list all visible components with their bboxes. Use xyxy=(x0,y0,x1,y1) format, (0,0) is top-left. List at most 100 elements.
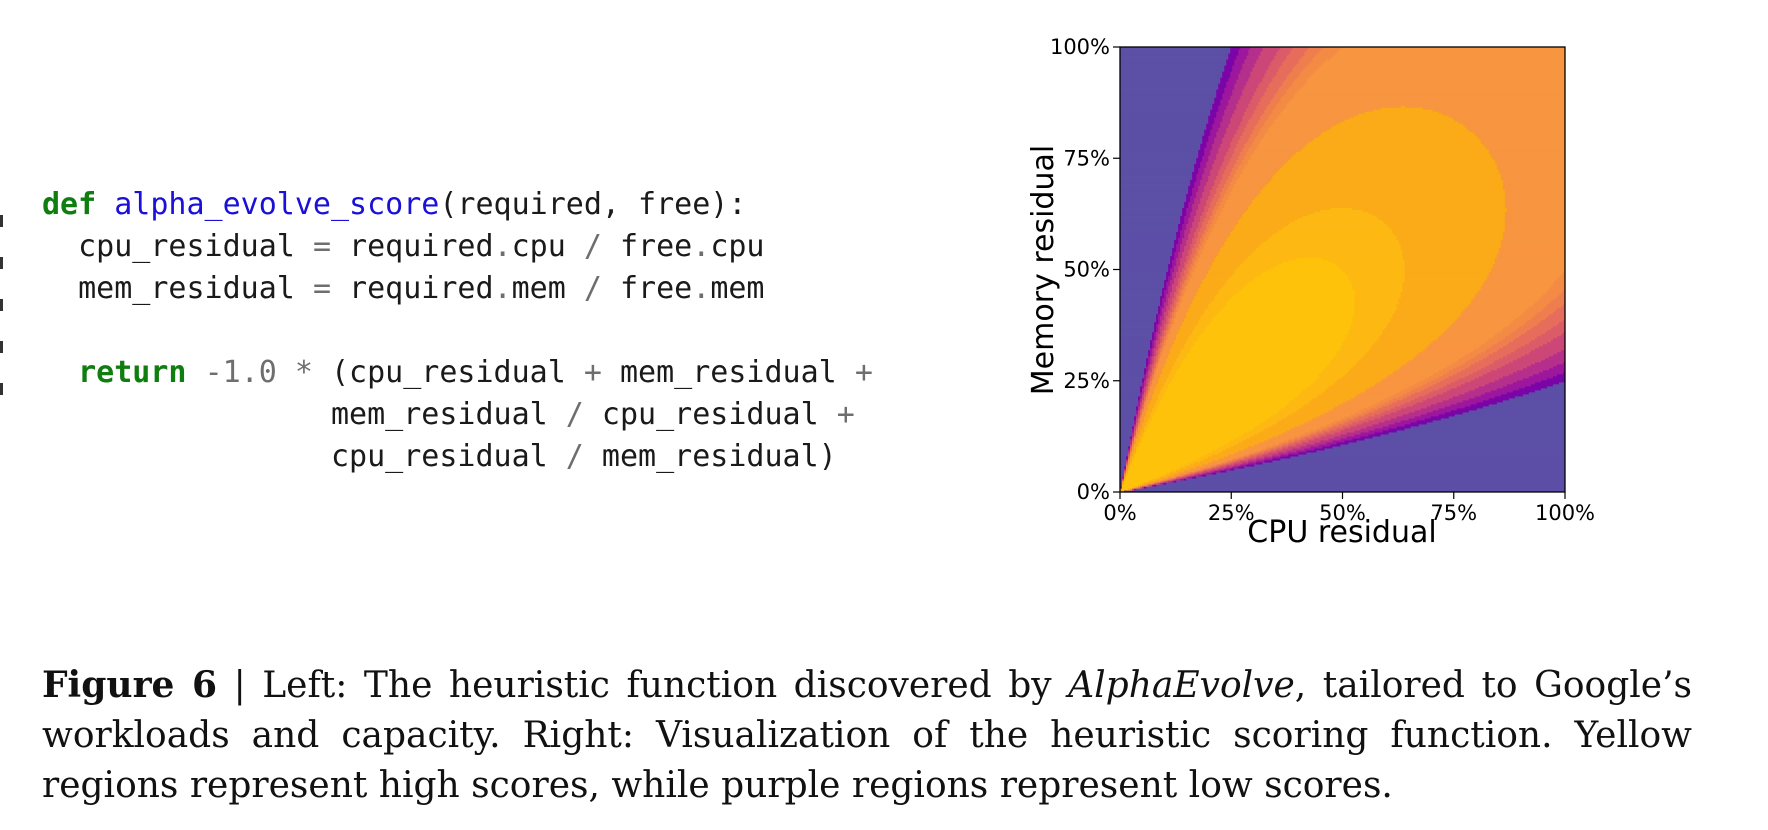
contour-band-segment xyxy=(1342,341,1376,345)
contour-band-segment xyxy=(1186,311,1205,315)
contour-band-segment xyxy=(1210,151,1219,154)
contour-band-segment xyxy=(1152,415,1271,419)
contour-band-segment xyxy=(1170,283,1173,287)
contour-band-segment xyxy=(1488,149,1565,152)
contour-band-segment xyxy=(1478,345,1492,349)
contour-band-segment xyxy=(1174,253,1179,257)
contour-band-segment xyxy=(1250,73,1265,76)
contour-band-segment xyxy=(1248,429,1263,433)
contour-band-segment xyxy=(1202,225,1207,228)
contour-band-segment xyxy=(1162,321,1167,325)
contour-band-segment xyxy=(1268,129,1328,132)
contour-band-segment xyxy=(1350,325,1388,329)
contour-band-segment xyxy=(1138,395,1141,399)
contour-band-segment xyxy=(1176,289,1179,293)
contour-band-segment xyxy=(1350,397,1386,401)
contour-band-segment xyxy=(1150,373,1153,377)
contour-band-segment xyxy=(1150,353,1153,357)
contour-band-segment xyxy=(1170,307,1173,311)
contour-band-segment xyxy=(1120,271,1167,275)
contour-band-segment xyxy=(1232,113,1245,116)
contour-band-segment xyxy=(1158,353,1161,357)
contour-band-segment xyxy=(1504,205,1565,208)
contour-band-segment xyxy=(1346,333,1382,337)
contour-band-segment xyxy=(1140,429,1145,433)
contour-band-segment xyxy=(1158,315,1161,319)
contour-band-segment xyxy=(1174,373,1320,377)
contour-band-segment xyxy=(1120,415,1135,419)
contour-band-segment xyxy=(1292,47,1310,50)
contour-band-segment xyxy=(1132,425,1135,429)
contour-band-segment xyxy=(1144,371,1147,375)
contour-band-segment xyxy=(1404,265,1494,269)
contour-band-segment xyxy=(1236,105,1249,108)
contour-band-segment xyxy=(1272,109,1283,112)
contour-band-segment xyxy=(1238,155,1245,158)
contour-band-segment xyxy=(1172,345,1185,349)
contour-band-segment xyxy=(1124,467,1127,471)
contour-band-segment xyxy=(1326,425,1334,429)
contour-band-segment xyxy=(1268,237,1398,241)
contour-band-segment xyxy=(1264,449,1271,453)
contour-band-segment xyxy=(1120,213,1183,216)
code-token xyxy=(277,355,295,390)
contour-band-segment xyxy=(1184,473,1187,477)
contour-band-segment xyxy=(1152,367,1155,371)
contour-band-segment xyxy=(1212,147,1219,150)
contour-band-segment xyxy=(1164,331,1167,335)
contour-band-segment xyxy=(1522,323,1538,327)
contour-band-segment xyxy=(1184,287,1187,291)
contour-band-segment xyxy=(1214,159,1225,162)
contour-band-segment xyxy=(1208,451,1219,455)
contour-band-segment xyxy=(1130,449,1133,453)
contour-band-segment xyxy=(1172,313,1175,317)
contour-band-segment xyxy=(1162,303,1165,307)
contour-band-segment xyxy=(1150,375,1153,379)
contour-band-segment xyxy=(1178,329,1193,333)
contour-band-segment xyxy=(1152,483,1155,487)
contour-band-segment xyxy=(1188,307,1207,311)
contour-band-segment xyxy=(1136,433,1139,437)
contour-band-segment xyxy=(1244,165,1283,168)
contour-band-segment xyxy=(1152,371,1155,375)
contour-band-segment xyxy=(1296,257,1324,261)
contour-band-segment xyxy=(1508,323,1524,327)
contour-band-segment xyxy=(1300,391,1324,395)
contour-band-segment xyxy=(1332,425,1344,429)
contour-band-segment xyxy=(1410,421,1428,425)
contour-band-segment xyxy=(1460,383,1486,387)
contour-band-segment xyxy=(1120,339,1151,343)
contour-band-segment xyxy=(1160,351,1163,355)
contour-band-segment xyxy=(1196,177,1203,180)
contour-band-segment xyxy=(1142,385,1145,389)
contour-band-segment xyxy=(1138,435,1141,439)
contour-band-segment xyxy=(1548,313,1565,317)
contour-band-segment xyxy=(1226,199,1253,202)
contour-band-segment xyxy=(1170,351,1181,355)
contour-band-segment xyxy=(1256,195,1506,198)
contour-band-segment xyxy=(1186,267,1189,271)
contour-band-segment xyxy=(1120,117,1209,120)
contour-band-segment xyxy=(1134,427,1137,431)
contour-band-segment xyxy=(1238,127,1245,130)
contour-band-segment xyxy=(1204,245,1223,249)
contour-band-segment xyxy=(1188,251,1193,255)
contour-band-segment xyxy=(1322,257,1404,261)
contour-band-segment xyxy=(1196,255,1201,259)
contour-band-segment xyxy=(1494,261,1565,265)
contour-band-segment xyxy=(1166,481,1565,485)
contour-band-segment xyxy=(1296,91,1565,94)
contour-band-segment xyxy=(1170,271,1173,275)
code-line: mem_residual = required.mem / free.mem xyxy=(42,268,873,310)
contour-band-segment xyxy=(1230,157,1239,160)
contour-band-segment xyxy=(1240,175,1273,178)
contour-band-segment xyxy=(1188,281,1203,285)
contour-band-segment xyxy=(1496,163,1565,166)
y-tick-label: 75% xyxy=(1063,146,1110,170)
contour-band-segment xyxy=(1310,431,1318,435)
contour-band-segment xyxy=(1204,311,1219,315)
contour-band-segment xyxy=(1236,181,1269,184)
contour-band-segment xyxy=(1194,243,1199,247)
contour-band-segment xyxy=(1344,373,1390,377)
contour-band-segment xyxy=(1154,367,1157,371)
